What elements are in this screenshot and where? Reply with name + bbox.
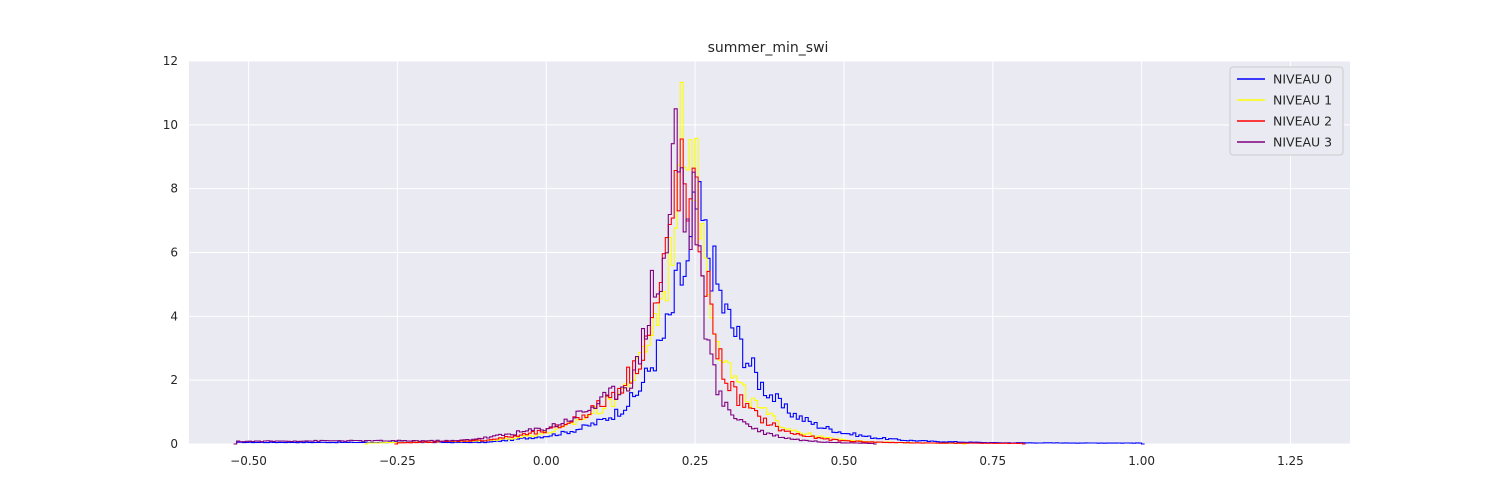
x-tick-label: −0.25 [379,454,416,468]
x-tick-label: 0.50 [831,454,858,468]
legend-label-3: NIVEAU 3 [1273,135,1332,150]
y-tick-label: 4 [170,309,178,323]
y-tick-label: 2 [170,373,178,387]
y-tick-label: 8 [170,182,178,196]
y-axis-ticks: 0 2 4 6 8 10 12 [163,54,178,451]
x-tick-label: 0.25 [682,454,709,468]
x-axis-ticks: −0.50 −0.25 0.00 0.25 0.50 0.75 1.00 1.25 [230,454,1304,468]
histogram-series [233,81,1145,445]
x-tick-label: 0.75 [979,454,1006,468]
legend-label-2: NIVEAU 2 [1273,114,1332,129]
legend-label-0: NIVEAU 0 [1273,72,1332,87]
x-tick-label: 1.25 [1277,454,1304,468]
y-tick-label: 0 [170,437,178,451]
legend: NIVEAU 0 NIVEAU 1 NIVEAU 2 NIVEAU 3 [1229,66,1344,156]
legend-label-1: NIVEAU 1 [1273,93,1332,108]
y-tick-label: 6 [170,246,178,260]
y-tick-label: 12 [163,54,178,68]
x-tick-label: 1.00 [1128,454,1155,468]
y-tick-label: 10 [163,118,178,132]
chart-title: summer_min_swi [708,40,829,56]
x-tick-label: −0.50 [230,454,267,468]
legend-box [1229,66,1344,156]
x-tick-label: 0.00 [533,454,560,468]
series-niveau-3 [233,108,877,445]
